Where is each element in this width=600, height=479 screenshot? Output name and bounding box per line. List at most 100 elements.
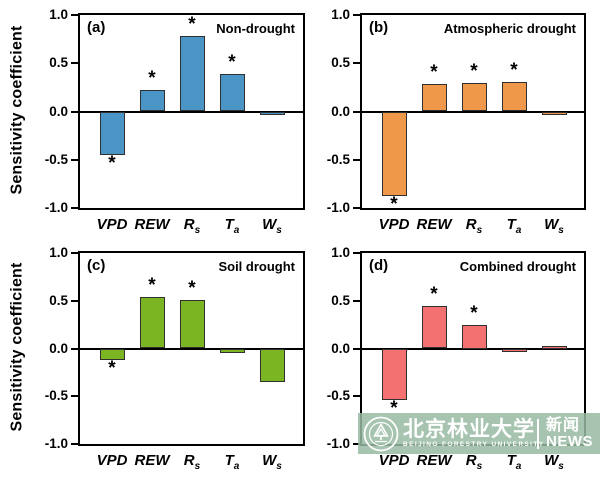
y-tick [71, 252, 78, 254]
bar-Rs [461, 82, 487, 112]
significance-star: * [108, 357, 116, 379]
y-tick [71, 299, 78, 302]
significance-star: * [390, 194, 398, 216]
y-tick [353, 443, 360, 445]
bar-Ta [501, 81, 527, 112]
category-label-Rs: Rs [465, 452, 483, 472]
category-label-subscript: a [233, 461, 240, 472]
bar-VPD [381, 348, 407, 401]
category-label-Rs: Rs [465, 216, 483, 236]
significance-star: * [470, 302, 478, 324]
panel-soil-drought: 1.0 0.5 0.0 -0.5 -1.0 * VPD * REW * Rs Ta Ws (c) Soil … [45, 245, 305, 472]
bar-Ta [219, 73, 245, 112]
bar-REW [139, 90, 165, 112]
bar-VPD [99, 111, 125, 155]
y-tick [71, 347, 78, 350]
y-tick [353, 252, 360, 254]
y-tick [353, 14, 360, 16]
significance-star: * [430, 283, 438, 305]
significance-star: * [390, 398, 398, 420]
news-watermark-banner: 北京林业大学 BEIJING FORESTRY UNIVERSITY 新闻 NE… [358, 413, 600, 454]
university-name-english: BEIJING FORESTRY UNIVERSITY [403, 440, 545, 448]
bar-Rs [179, 299, 205, 349]
category-label-subscript: s [194, 225, 201, 236]
y-tick-label: -0.5 [44, 388, 68, 404]
zero-axis-line [80, 110, 303, 113]
bar-Ws [259, 348, 285, 382]
category-label-Ws: Ws [544, 452, 564, 472]
panel-letter: (a) [87, 19, 106, 36]
category-label-subscript: s [558, 461, 564, 472]
category-label-Ws: Ws [262, 452, 282, 472]
category-label-subscript: s [276, 225, 282, 236]
significance-star: * [188, 277, 196, 299]
y-tick-label: -0.5 [44, 151, 68, 167]
bar-REW [139, 296, 165, 349]
condition-label: Combined drought [459, 259, 576, 274]
y-tick-label: 0.5 [49, 55, 68, 71]
y-tick [353, 158, 360, 161]
category-label-Ws: Ws [544, 216, 564, 236]
category-label-subscript: a [515, 461, 522, 472]
significance-star: * [188, 14, 196, 36]
y-axis-title: Sensitivity coefficient [9, 24, 26, 195]
significance-star: * [148, 68, 156, 90]
category-label-VPD: VPD [96, 216, 128, 233]
bar-Ws [541, 111, 567, 115]
category-label-Ta: Ta [506, 452, 522, 472]
y-axis-title-row1: Sensitivity coefficient [0, 13, 36, 206]
y-tick-label: 0.5 [331, 292, 350, 308]
news-label-block: 新闻 NEWS [546, 417, 593, 450]
news-label-chinese: 新闻 [546, 417, 581, 434]
category-label-VPD: VPD [378, 216, 410, 233]
category-label-Ta: Ta [506, 216, 522, 236]
y-tick [71, 207, 78, 209]
significance-star: * [430, 62, 438, 84]
panel-atmospheric-drought: 1.0 0.5 0.0 -0.5 -1.0 * VPD * REW * Rs * Ta Ws (b) Atmo… [327, 7, 586, 236]
bar-Ws [541, 345, 567, 349]
category-label-Rs: Rs [183, 452, 201, 472]
y-tick-label: -1.0 [326, 200, 350, 215]
category-label-Ws: Ws [262, 216, 282, 236]
bar-REW [421, 84, 447, 112]
y-tick-label: -0.5 [326, 388, 350, 404]
y-tick-label: 1.0 [331, 245, 350, 260]
category-label-Rs: Rs [183, 216, 201, 236]
university-logo-icon [363, 416, 399, 451]
panel-letter: (d) [369, 257, 389, 274]
y-tick-label: 0.0 [331, 103, 350, 119]
y-tick [353, 395, 360, 398]
bar-Rs [461, 324, 487, 349]
category-label-REW: REW [416, 216, 452, 233]
y-tick [71, 395, 78, 398]
category-label-REW: REW [134, 216, 170, 233]
y-tick-label: 0.5 [331, 55, 350, 71]
y-axis-title-row2: Sensitivity coefficient [0, 251, 36, 442]
category-label-Ta: Ta [224, 452, 240, 472]
condition-label: Non-drought [216, 21, 295, 36]
bar-Ta [219, 348, 245, 354]
significance-star: * [108, 152, 116, 174]
y-tick [353, 347, 360, 350]
bar-VPD [99, 348, 125, 360]
y-tick-label: -0.5 [326, 151, 350, 167]
bar-REW [421, 305, 447, 349]
panel-letter: (c) [87, 257, 106, 274]
bar-Rs [179, 36, 205, 112]
y-tick-label: 0.5 [49, 292, 68, 308]
banner-divider [537, 418, 539, 449]
bar-Ta [501, 348, 527, 352]
y-tick [71, 110, 78, 113]
y-tick [71, 62, 78, 65]
y-tick [353, 110, 360, 113]
category-label-subscript: s [194, 461, 201, 472]
significance-star: * [470, 60, 478, 82]
category-label-subscript: s [276, 461, 282, 472]
category-label-subscript: s [476, 225, 483, 236]
category-label-subscript: s [476, 461, 483, 472]
y-tick-label: -1.0 [44, 200, 68, 215]
panel-letter: (b) [369, 19, 389, 36]
significance-star: * [510, 59, 518, 81]
university-name-chinese: 北京林业大学 [403, 417, 535, 441]
